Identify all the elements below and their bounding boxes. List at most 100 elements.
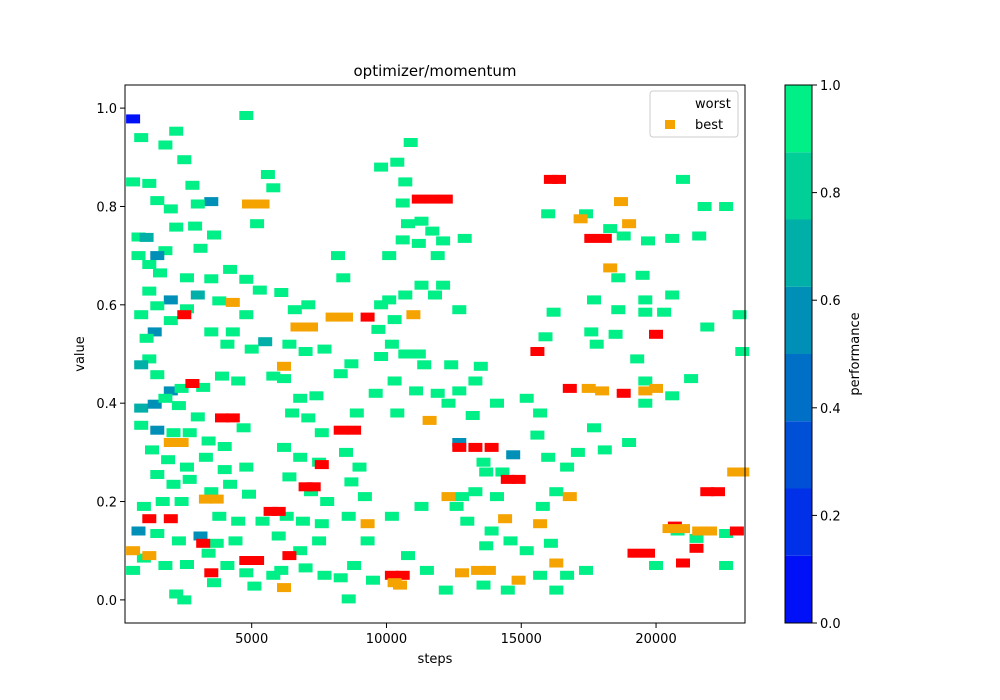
runs-point	[382, 251, 397, 261]
runs-point	[341, 511, 356, 521]
worst-point	[333, 425, 348, 435]
runs-point	[735, 347, 750, 356]
legend-worst-label: worst	[695, 97, 731, 112]
y-tick-label: 1.0	[96, 102, 117, 117]
worst-point	[530, 347, 545, 356]
runs-point	[274, 288, 289, 297]
runs-point	[317, 570, 332, 580]
runs-point	[231, 376, 246, 386]
best-point	[481, 565, 496, 575]
runs-point	[452, 305, 467, 315]
runs-point	[490, 398, 504, 408]
worst-point	[411, 194, 426, 204]
runs-point	[387, 315, 402, 325]
runs-point	[204, 274, 219, 284]
best-point	[614, 197, 628, 207]
worst-point	[142, 514, 157, 524]
runs-point	[374, 300, 389, 310]
best-point	[277, 361, 291, 371]
runs-point	[374, 162, 389, 172]
runs-point	[344, 359, 359, 369]
best-point	[498, 514, 513, 524]
worst-point	[360, 312, 375, 322]
runs-point	[239, 568, 254, 578]
runs-point	[368, 388, 383, 398]
runs-point	[180, 304, 194, 314]
runs-point	[158, 561, 173, 570]
runs-point	[465, 411, 480, 420]
colorbar-band	[785, 488, 812, 556]
colorbar-tick-label: 0.4	[820, 402, 841, 417]
worst-point	[425, 194, 440, 204]
runs-point	[452, 386, 467, 396]
runs-point	[560, 570, 575, 580]
runs-point	[207, 578, 221, 588]
runs-point	[163, 386, 178, 396]
runs-point	[409, 386, 424, 396]
best-point	[471, 565, 486, 575]
runs-point	[366, 575, 380, 585]
best-point	[393, 580, 407, 590]
runs-point	[169, 589, 184, 599]
best-point	[638, 386, 653, 396]
runs-point	[403, 138, 418, 147]
runs-point	[126, 177, 141, 187]
best-point	[360, 519, 375, 529]
runs-point	[282, 472, 297, 482]
runs-point	[314, 519, 329, 529]
runs-point	[293, 546, 308, 556]
runs-point	[236, 423, 251, 433]
y-axis: 0.0 0.2 0.4 0.6 0.8 1.0	[96, 102, 125, 609]
runs-point	[535, 501, 550, 511]
worst-point	[282, 551, 297, 561]
runs-point	[188, 221, 203, 231]
best-point	[174, 438, 189, 447]
runs-point	[317, 344, 332, 354]
runs-point	[182, 428, 197, 438]
runs-point	[171, 536, 186, 546]
runs-point	[452, 438, 467, 447]
worst-point	[177, 310, 192, 320]
legend: worst best	[649, 90, 739, 138]
runs-point	[665, 233, 680, 243]
runs-point	[419, 565, 434, 575]
colorbar-tick-label: 0.2	[820, 509, 841, 524]
runs-point	[169, 126, 184, 136]
worst-point	[616, 388, 631, 398]
worst-point	[641, 548, 655, 558]
worst-point	[225, 413, 240, 423]
runs-point	[242, 489, 256, 499]
best-point	[581, 383, 596, 393]
best-point	[225, 297, 240, 307]
runs-point	[220, 339, 235, 349]
runs-point	[549, 585, 564, 595]
best-point	[562, 492, 577, 502]
runs-point	[638, 295, 653, 305]
runs-point	[161, 455, 176, 465]
colorbar-band	[785, 286, 812, 354]
runs-point	[344, 477, 359, 487]
runs-point	[295, 516, 310, 526]
runs-point	[371, 324, 386, 334]
runs-point	[142, 286, 157, 296]
runs-point	[274, 565, 289, 575]
chart-title: optimizer/momentum	[354, 62, 517, 80]
runs-point	[134, 133, 149, 143]
x-tick-label: 10000	[366, 632, 407, 647]
runs-point	[298, 563, 313, 573]
runs-point	[387, 376, 402, 386]
runs-point	[336, 273, 351, 283]
runs-point	[436, 280, 451, 290]
best-point	[573, 214, 588, 224]
best-point	[649, 383, 663, 393]
runs-point	[339, 447, 353, 457]
runs-point	[158, 246, 173, 256]
runs-point	[611, 305, 626, 315]
x-tick-label: 20000	[635, 632, 676, 647]
runs-point	[374, 352, 389, 361]
runs-point	[587, 423, 601, 433]
runs-point	[266, 570, 281, 580]
runs-point	[495, 467, 510, 477]
worst-point	[543, 174, 558, 184]
runs-point	[301, 413, 316, 423]
